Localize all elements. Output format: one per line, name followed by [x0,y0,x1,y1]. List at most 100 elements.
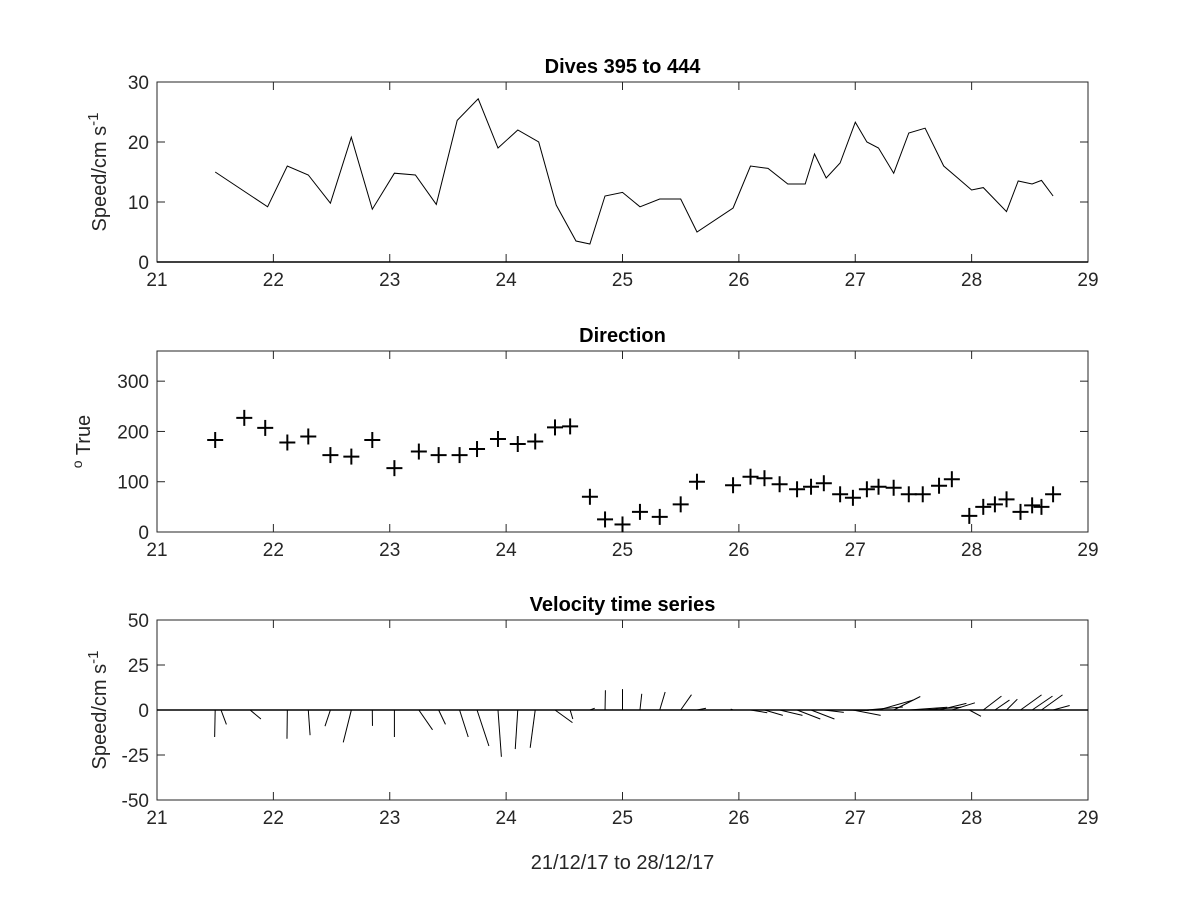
velocity-stick [554,709,573,724]
velocity-stick [893,696,921,711]
direction-x-tick-label: 25 [612,540,633,561]
figure-x-label: 21/12/17 to 28/12/17 [531,852,715,874]
velocity-stick [994,699,1010,711]
velocity-stick [764,709,783,716]
direction-title: Direction [579,325,666,347]
direction-point [343,448,360,465]
velocity-y-tick-label: 0 [138,701,149,722]
velocity-stick [569,709,574,720]
velocity-stick [497,709,502,757]
direction-y-tick-label: 300 [117,372,149,393]
direction-point [386,460,403,477]
direction-point [322,447,339,464]
direction-point [725,477,742,494]
velocity-stick [324,709,331,727]
direction-point [815,475,832,492]
direction-point [614,516,631,533]
speed-axes-box [156,81,1089,263]
speed-x-tick-label: 24 [496,270,518,291]
direction-y-label: o True [69,415,95,468]
direction-point [547,419,564,436]
velocity-stick [1006,698,1018,711]
direction-point [509,436,526,453]
direction-point [527,433,544,450]
direction-x-tick-label: 21 [146,540,167,561]
velocity-x-tick-label: 28 [961,808,982,829]
direction-point [943,471,960,488]
velocity-stick [459,709,469,738]
velocity-x-tick-label: 24 [496,808,518,829]
direction-y-label-sup: o [69,460,85,468]
direction-x-tick-label: 28 [961,540,982,561]
speed-y-label-sup: -1 [85,113,102,126]
speed-y-label: Speed/cm s-1 [85,113,112,232]
direction-point [931,477,948,494]
direction-point [279,434,296,451]
speed-x-tick-label: 25 [612,270,633,291]
velocity-stick [418,709,433,731]
direction-x-tick-label: 22 [263,540,284,561]
direction-y-label-main: True [73,415,95,461]
velocity-stick [969,709,982,717]
velocity-stick [307,709,311,736]
velocity-stick [810,709,835,720]
direction-point [742,468,759,485]
velocity-x-tick-label: 23 [379,808,400,829]
direction-point [914,486,931,503]
direction-point [885,479,902,496]
speed-y-tick-label: 20 [128,133,149,154]
velocity-stick [214,709,216,738]
direction-point [900,486,917,503]
direction-x-tick-label: 27 [845,540,866,561]
speed-x-tick-label: 23 [379,270,400,291]
speed-title: Dives 395 to 444 [545,56,702,78]
speed-y-tick-label: 0 [138,253,149,274]
direction-point [789,481,806,498]
direction-point [803,478,820,495]
direction-point [1033,498,1050,515]
speed-x-tick-label: 26 [728,270,749,291]
velocity-y-tick-label: -50 [122,791,149,812]
velocity-y-label-main: Speed/cm s [89,664,111,770]
velocity-x-tick-label: 22 [263,808,284,829]
speed-y-label-main: Speed/cm s [89,126,111,232]
direction-point [300,428,317,445]
direction-point [961,507,978,524]
direction-point [236,409,253,426]
velocity-stick [476,709,490,747]
velocity-stick [1020,694,1042,711]
velocity-stick [680,694,692,711]
velocity-x-tick-label: 21 [146,808,167,829]
velocity-y-tick-label: 50 [128,611,149,632]
direction-point [844,489,861,506]
velocity-stick [779,709,803,716]
direction-point [364,431,381,448]
direction-y-tick-label: 100 [117,473,149,494]
velocity-stick [982,695,1002,711]
direction-point [562,418,579,435]
direction-x-tick-label: 24 [496,540,518,561]
direction-y-tick-label: 0 [138,523,149,544]
velocity-stick [514,709,519,750]
speed-x-tick-label: 27 [845,270,866,291]
velocity-stick [878,699,914,711]
speed-panel: 21 22 23 24 25 26 27 28 29 0 10 20 30 Dives 395 to 44… [85,56,1099,291]
direction-point [672,496,689,513]
direction-point [581,488,598,505]
speed-series-line [214,97,1054,245]
velocity-x-tick-label: 29 [1077,808,1098,829]
direction-point [832,486,849,503]
direction-point [430,447,447,464]
velocity-x-tick-label: 26 [728,808,749,829]
velocity-y-tick-label: 25 [128,656,149,677]
direction-point [870,478,887,495]
velocity-stick [852,709,881,716]
speed-y-tick-label: 10 [128,193,149,214]
velocity-title: Velocity time series [530,594,716,616]
velocity-stick [1041,694,1063,711]
direction-point [688,473,705,490]
velocity-stick [951,702,976,711]
direction-x-tick-label: 23 [379,540,400,561]
direction-x-tick-label: 29 [1077,540,1098,561]
direction-point [771,476,788,493]
